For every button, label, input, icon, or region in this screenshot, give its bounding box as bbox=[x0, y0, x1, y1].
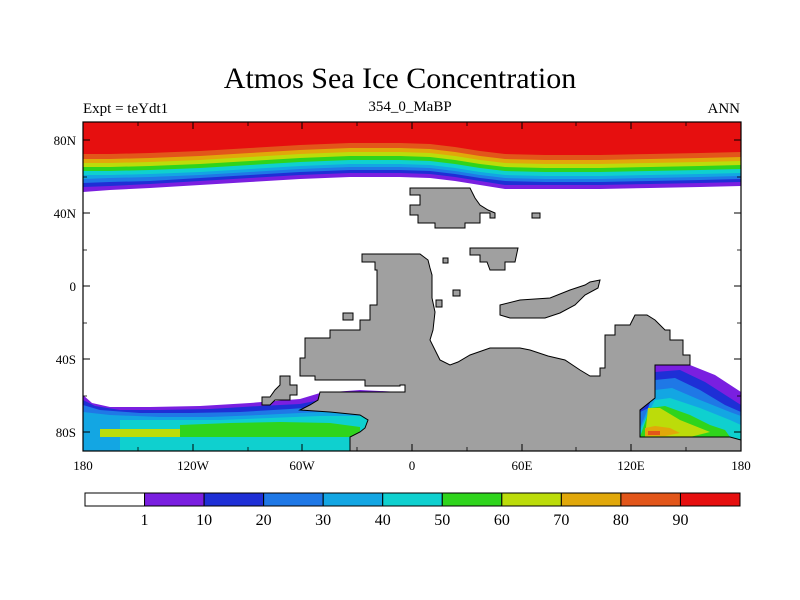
x-tick-label: 60W bbox=[289, 458, 315, 473]
small-island-1 bbox=[442, 257, 449, 264]
sea-ice-field bbox=[83, 122, 741, 451]
colorbar-label: 10 bbox=[196, 512, 212, 529]
colorbar-swatch bbox=[560, 492, 622, 507]
y-major-ticks bbox=[83, 139, 741, 433]
colorbar-label: 20 bbox=[256, 512, 272, 529]
east-asian-landmass bbox=[469, 247, 519, 271]
colorbar-swatch bbox=[679, 492, 741, 507]
colorbar-swatch bbox=[144, 492, 205, 507]
central-continent bbox=[409, 187, 496, 229]
south-ice-west-band-6 bbox=[180, 422, 360, 437]
small-island-2 bbox=[452, 289, 461, 297]
colorbar-swatch bbox=[501, 492, 562, 507]
north-ice bbox=[83, 122, 741, 192]
southwest-peninsula bbox=[261, 375, 298, 406]
colorbar-label: 80 bbox=[613, 512, 629, 529]
x-axis: 180 120W 60W 0 60E 120E 180 bbox=[73, 122, 751, 473]
period-label: 354_0_MaBP bbox=[368, 99, 452, 115]
y-tick-label: 40S bbox=[56, 352, 76, 367]
north-ice-band-10 bbox=[83, 122, 741, 155]
colorbar-label: 30 bbox=[315, 512, 331, 529]
x-tick-label: 120W bbox=[177, 458, 210, 473]
colorbar-swatch bbox=[441, 492, 503, 507]
land-masses bbox=[261, 187, 741, 451]
colorbar-label: 50 bbox=[434, 512, 450, 529]
colorbar-swatch bbox=[382, 492, 443, 507]
x-tick-label: 60E bbox=[512, 458, 533, 473]
x-tick-label: 180 bbox=[73, 458, 93, 473]
colorbar: 1 10 20 30 40 50 60 70 80 90 bbox=[84, 492, 741, 529]
colorbar-label: 40 bbox=[375, 512, 391, 529]
small-island-3 bbox=[342, 312, 354, 321]
main-continent bbox=[298, 253, 741, 451]
south-ice-west-band-7 bbox=[100, 429, 180, 437]
colorbar-swatch bbox=[263, 492, 324, 507]
x-major-ticks bbox=[192, 122, 632, 451]
colorbar-label: 70 bbox=[553, 512, 569, 529]
colorbar-swatch bbox=[322, 492, 384, 507]
map-title: Atmos Sea Ice Concentration bbox=[223, 62, 577, 95]
y-tick-label: 80S bbox=[56, 425, 76, 440]
x-tick-label: 120E bbox=[617, 458, 645, 473]
y-tick-label: 80N bbox=[54, 133, 77, 148]
south-ice-east-band-9 bbox=[648, 431, 660, 435]
colorbar-label: 90 bbox=[672, 512, 688, 529]
small-island-4 bbox=[435, 299, 443, 308]
x-tick-label: 180 bbox=[731, 458, 751, 473]
y-tick-label: 0 bbox=[70, 279, 77, 294]
y-axis: 80N 40N 0 40S 80S bbox=[54, 133, 741, 440]
elongated-island bbox=[499, 279, 601, 319]
colorbar-swatch bbox=[620, 492, 681, 507]
colorbar-swatch bbox=[203, 492, 265, 507]
colorbar-label: 1 bbox=[141, 512, 149, 529]
x-minor-ticks bbox=[137, 122, 687, 451]
colorbar-swatch bbox=[84, 492, 146, 507]
y-minor-ticks bbox=[83, 176, 741, 397]
y-tick-label: 40N bbox=[54, 206, 77, 221]
x-tick-label: 0 bbox=[409, 458, 416, 473]
colorbar-label: 60 bbox=[494, 512, 510, 529]
northeast-island bbox=[531, 212, 541, 219]
experiment-label: Expt = teYdt1 bbox=[83, 101, 169, 117]
season-label: ANN bbox=[707, 101, 741, 117]
